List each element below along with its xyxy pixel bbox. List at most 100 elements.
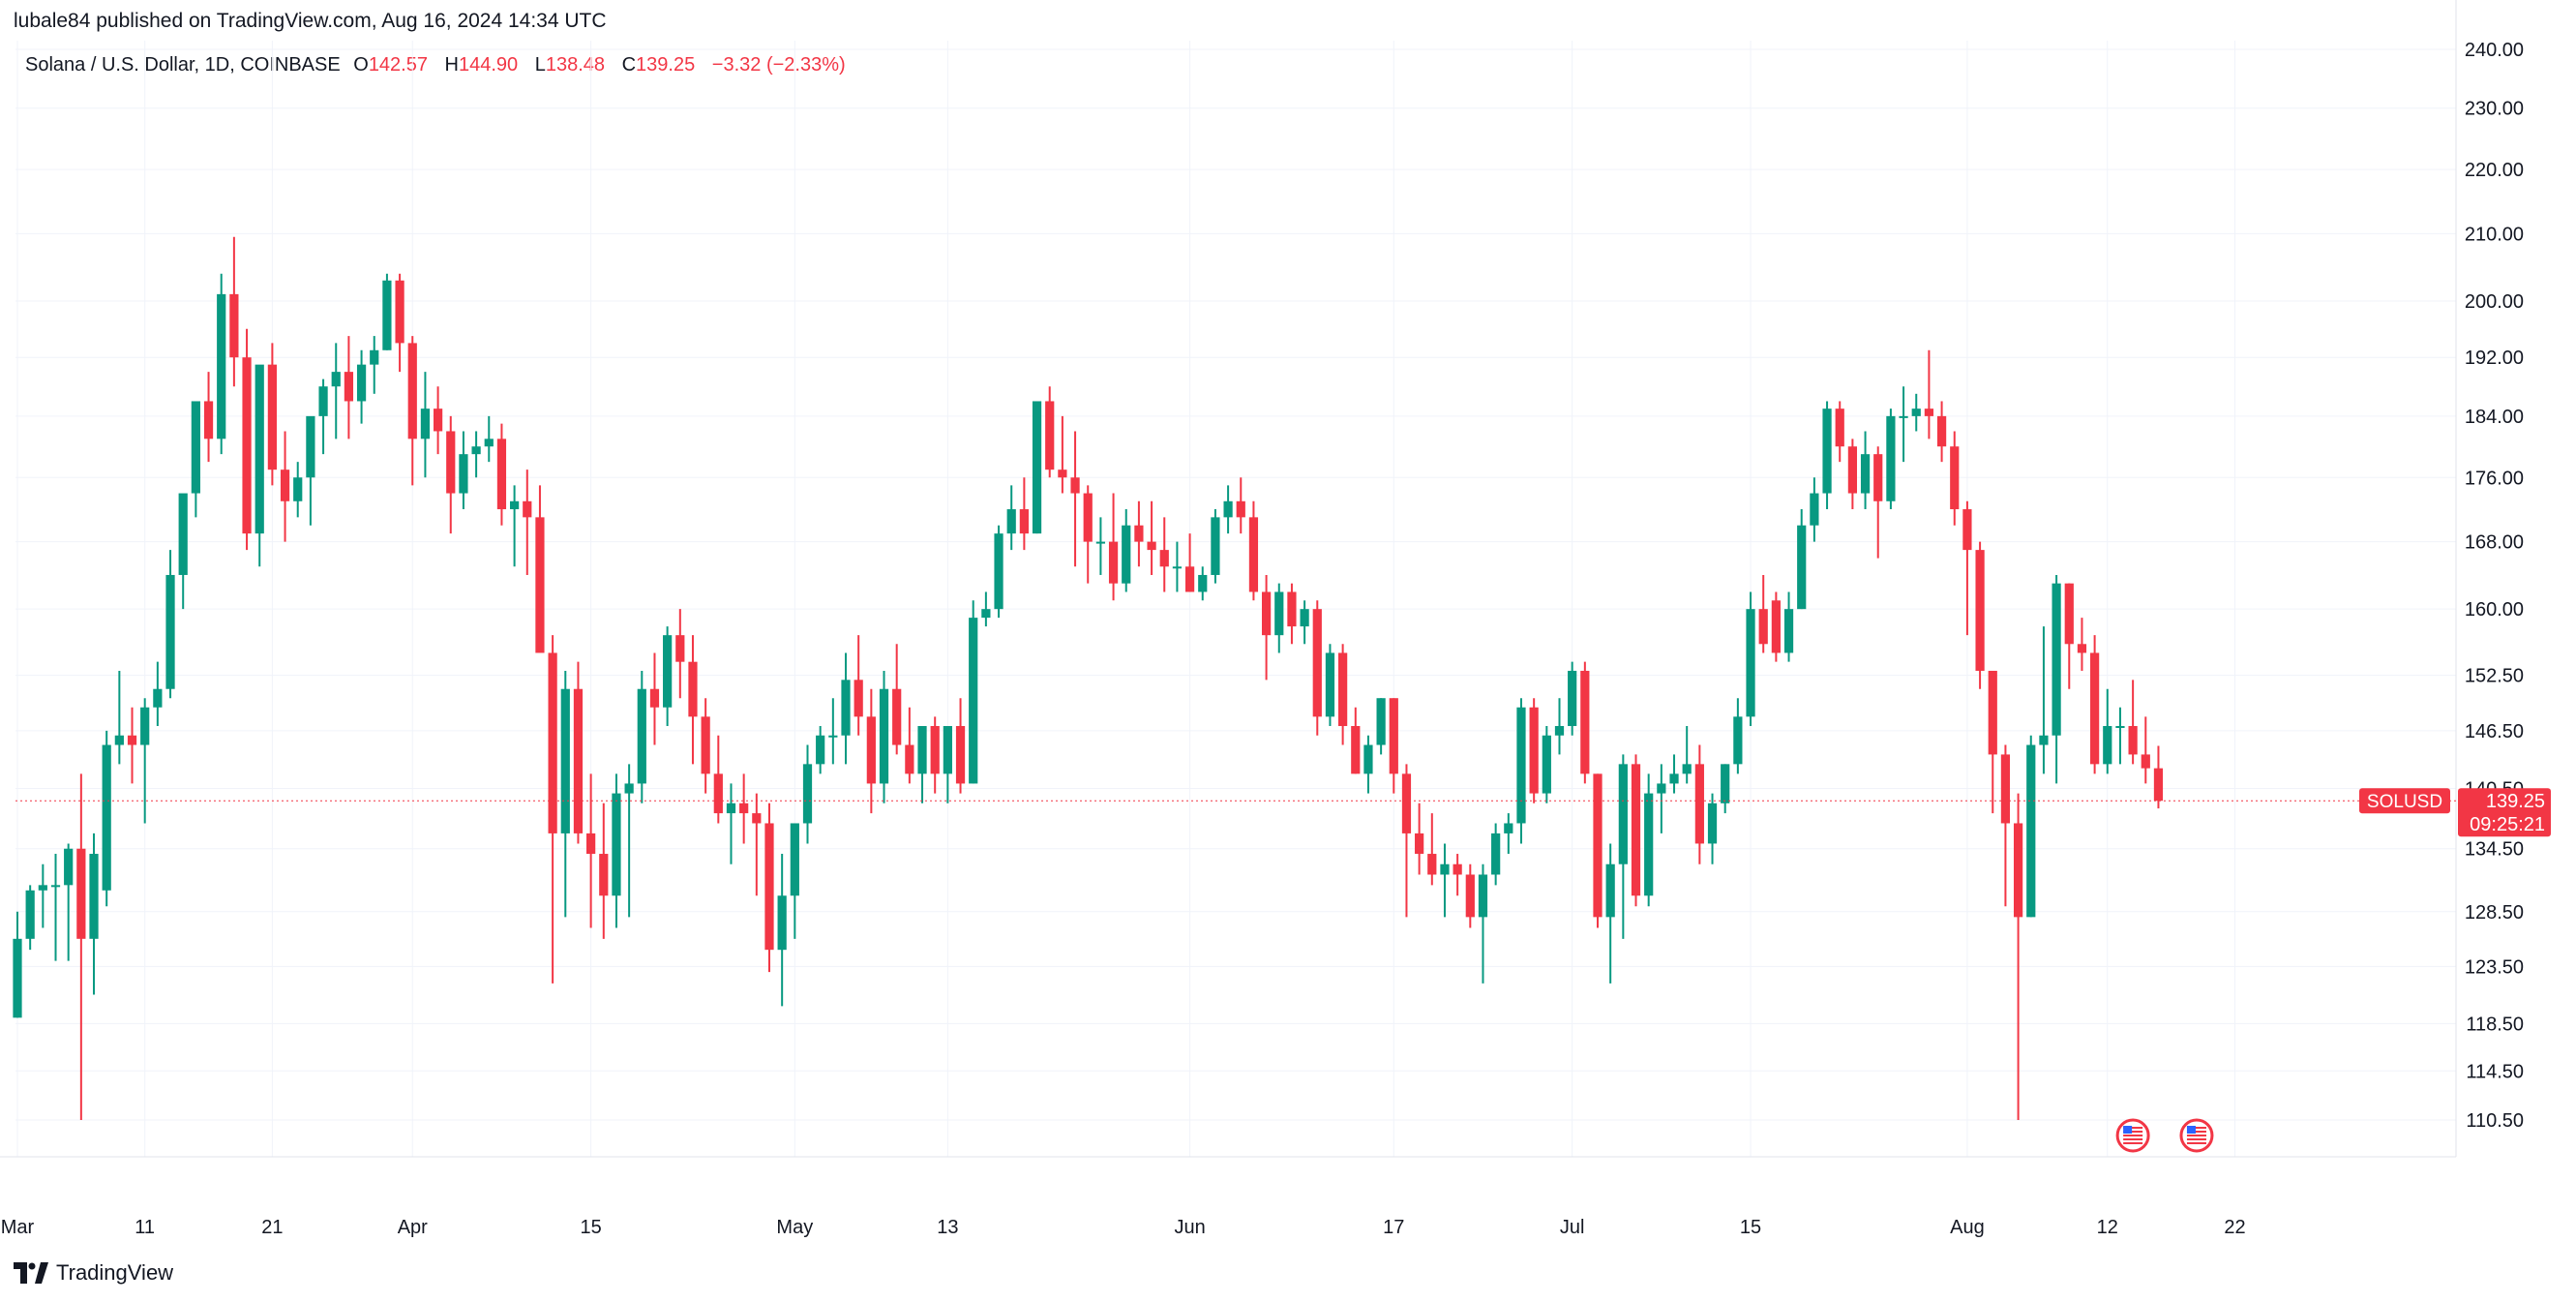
candle-up (255, 364, 264, 567)
us-flag-icon[interactable] (2179, 1118, 2214, 1153)
candle-up (1669, 754, 1679, 794)
time-tick-label: Mar (1, 1217, 35, 1238)
candle-body (1542, 735, 1551, 794)
candle-up (790, 823, 799, 939)
candle-down (1236, 477, 1245, 534)
candle-up (1721, 764, 1730, 814)
candle-body (191, 401, 200, 494)
candle-up (1783, 591, 1794, 662)
price-tick-label: 152.50 (2465, 666, 2524, 687)
candle-down (1936, 401, 1947, 463)
candle-down (1159, 517, 1169, 592)
candle-body (471, 446, 481, 455)
candle-body (1568, 670, 1577, 727)
candle-down (1962, 500, 1972, 636)
candle-down (1401, 764, 1412, 918)
candles (13, 236, 2164, 1120)
candle-body (981, 609, 991, 619)
candle-up (293, 462, 303, 518)
candle-body (1554, 726, 1565, 736)
candle-body (854, 680, 863, 717)
candle-down (649, 652, 660, 745)
candle-down (395, 273, 404, 373)
price-badge-value: 139.25 (2486, 791, 2545, 812)
candle-body (1058, 469, 1067, 478)
candle-body (1721, 764, 1730, 803)
candle-body (790, 823, 799, 896)
candle-body (1707, 802, 1718, 844)
candle-up (2039, 626, 2049, 774)
candle-down (1261, 574, 1272, 681)
candle-body (560, 688, 570, 833)
price-tick-label: 160.00 (2465, 599, 2524, 621)
candle-body (688, 661, 698, 717)
candle-body (1924, 409, 1934, 416)
candle-body (1363, 744, 1373, 774)
candle-down (1694, 744, 1704, 864)
candle-body (1835, 409, 1844, 447)
candle-up (777, 854, 787, 1007)
flag-stripe (2186, 1138, 2206, 1140)
candle-down (1248, 500, 1259, 601)
time-tick-label: 13 (937, 1217, 958, 1238)
candle-body (1491, 833, 1501, 875)
price-tick-label: 210.00 (2465, 224, 2524, 245)
candle-body (1783, 609, 1794, 653)
candle-up (217, 273, 226, 455)
candle-body (1631, 764, 1641, 896)
time-tick-label: 15 (580, 1217, 601, 1238)
candle-body (535, 517, 545, 653)
candle-down (2077, 618, 2087, 671)
candle-down (866, 688, 876, 814)
candle-up (165, 550, 175, 699)
candle-down (523, 469, 532, 575)
candle-body (1899, 415, 1908, 418)
price-tick-label: 176.00 (2465, 468, 2524, 489)
candle-body (420, 409, 431, 439)
candle-down (1975, 541, 1985, 689)
candle-body (267, 364, 277, 470)
candle-down (1924, 349, 1934, 439)
flag-stripe (2123, 1131, 2143, 1133)
candle-body (446, 431, 456, 494)
candle-body (573, 688, 584, 833)
candle-body (89, 854, 99, 939)
candle-up (1032, 401, 1042, 534)
candle-down (688, 635, 698, 765)
event-markers (2115, 1118, 2214, 1153)
candle-down (127, 707, 137, 784)
candle-down (854, 635, 863, 736)
candle-body (1657, 783, 1666, 794)
symbol-legend: Solana / U.S. Dollar, 1D, COINBASE O142.… (25, 54, 857, 76)
candle-body (1108, 541, 1119, 584)
tradingview-logo[interactable]: TradingView (14, 1260, 173, 1286)
candle-up (89, 833, 99, 995)
candle-up (1440, 843, 1450, 918)
candle-body (649, 688, 660, 708)
candle-body (1401, 773, 1412, 833)
candle-body (1886, 415, 1896, 501)
candle-down (892, 644, 902, 755)
candle-body (178, 493, 188, 575)
candle-up (382, 273, 392, 350)
candle-body (675, 635, 685, 662)
flag-stripe (2186, 1135, 2206, 1136)
candle-up (2026, 735, 2036, 918)
candle-body (1236, 500, 1245, 518)
candle-body (599, 854, 609, 896)
symbol-title[interactable]: Solana / U.S. Dollar, 1D, COINBASE (25, 54, 341, 76)
candle-down (930, 716, 940, 794)
candle-body (1504, 823, 1513, 833)
candle-body (612, 793, 621, 896)
candle-body (331, 372, 341, 387)
candle-up (1478, 863, 1488, 984)
candle-up (1746, 591, 1755, 727)
candle-body (1860, 454, 1871, 494)
candle-up (1504, 813, 1513, 855)
candle-body (2026, 744, 2036, 918)
flag-stripe (2186, 1142, 2206, 1144)
us-flag-icon[interactable] (2115, 1118, 2150, 1153)
candle-body (1911, 409, 1921, 416)
candle-up (1491, 823, 1501, 886)
